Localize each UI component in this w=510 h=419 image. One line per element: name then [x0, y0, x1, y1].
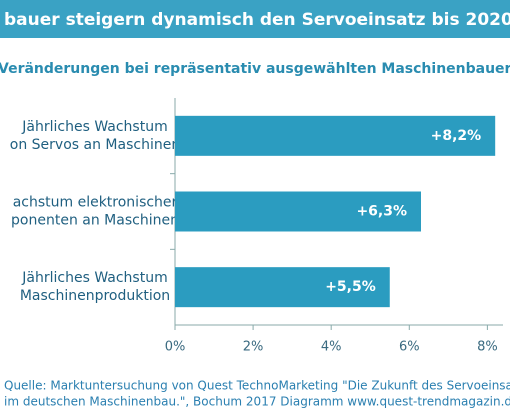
- x-tick-label: 0%: [165, 340, 186, 355]
- source: Quelle: Marktuntersuchung von Quest Tech…: [4, 379, 510, 393]
- title-bar: [0, 0, 510, 38]
- chart-title: bauer steigern dynamisch den Servoeinsat…: [4, 10, 510, 30]
- category-label: on Servos an Maschinen: [10, 137, 180, 153]
- x-tick-label: 6%: [399, 340, 420, 355]
- value-label: +6,3%: [356, 204, 407, 220]
- category-label: ponenten an Maschinen: [11, 213, 179, 229]
- category-label: Jährliches Wachstum: [21, 270, 167, 286]
- x-tick-label: 2%: [243, 340, 264, 355]
- category-label: achstum elektronischer: [13, 195, 178, 211]
- value-label: +5,5%: [325, 279, 376, 295]
- value-label: +8,2%: [431, 128, 482, 144]
- source: im deutschen Maschinenbau.", Bochum 2017…: [4, 395, 510, 409]
- category-label: Maschinenproduktion: [20, 288, 170, 304]
- chart-subtitle: Veränderungen bei repräsentativ ausgewäh…: [0, 61, 510, 77]
- bar: [175, 191, 421, 232]
- x-tick-label: 8%: [477, 340, 498, 355]
- category-label: Jährliches Wachstum: [21, 119, 167, 135]
- bar: [175, 115, 496, 156]
- bar: [175, 267, 390, 308]
- x-tick-label: 4%: [321, 340, 342, 355]
